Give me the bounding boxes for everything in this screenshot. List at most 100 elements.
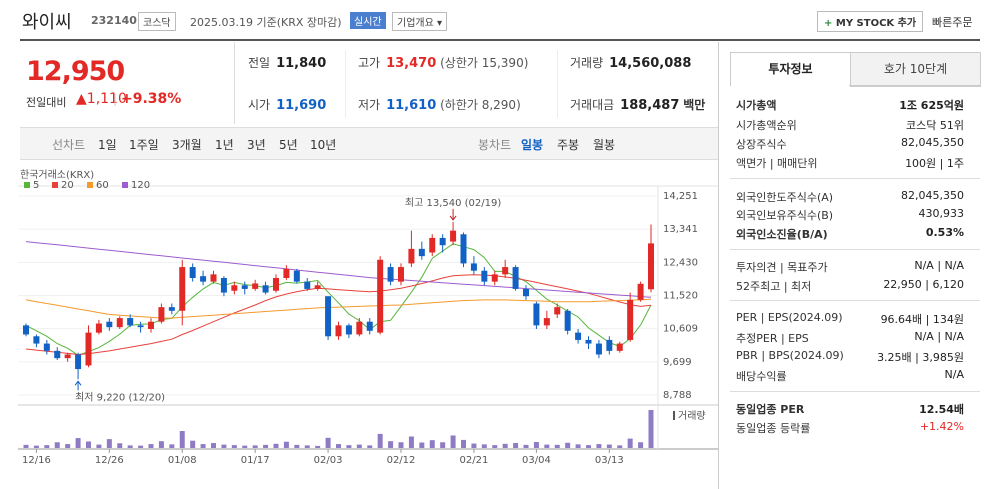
ma-line [25,274,652,356]
info-value: 1조 625억원 [899,99,964,112]
period-tab[interactable]: 3개월 [172,138,202,152]
legend-label: 120 [131,180,150,191]
volume-bar [283,441,289,448]
period-tab[interactable]: 1년 [215,138,234,152]
info-row: 상장주식수 82,045,350 [736,136,964,152]
volume-bar [492,445,498,448]
candle-body [398,267,404,282]
candle-tab[interactable]: 일봉 [521,138,544,152]
candle-body [54,350,61,359]
period-tab[interactable]: 1주일 [129,138,159,152]
info-value: 82,045,350 [901,136,964,149]
volume-bar [356,444,362,448]
orderbook-tab[interactable]: 호가 10단계 [850,52,981,87]
stock-code: 232140 [91,14,137,27]
info-value: N/A | N/A [914,259,964,272]
info-label[interactable]: 동일업종 PER [736,403,805,416]
period-tab[interactable]: 10년 [310,138,337,152]
candle-body [43,343,50,351]
volume-bar [190,440,196,448]
candle-tab[interactable]: 월봉 [593,138,616,152]
candle-body [575,332,582,340]
info-row: 추정PER | EPS N/A | N/A [736,330,964,346]
period-tab[interactable]: 5년 [279,138,298,152]
volume-bar [377,433,383,448]
info-separator [730,391,980,392]
candle-body [637,283,644,300]
high-arrowhead [449,215,457,221]
y-tick-label: 9,699 [663,357,692,368]
quick-order[interactable]: 빠른주문 [932,16,973,29]
period-tab[interactable]: 3년 [247,138,266,152]
volume-legend-mark [673,411,675,420]
candle-body [95,323,102,333]
volume-bar [471,443,477,448]
candle-body [533,303,540,326]
info-separator [730,249,980,250]
info-label[interactable]: 동일업종 등락률 [736,422,811,435]
period-tab[interactable]: 1일 [98,138,117,152]
volume-bar [419,442,425,448]
volume-bar [502,443,508,448]
mystock-button[interactable]: + MY STOCK 추가 [817,11,924,32]
candle-body [648,243,654,290]
volume-bar [273,443,279,448]
info-label: PER | EPS(2024.09) [736,311,843,324]
candle-body [491,274,498,282]
candle-body [554,307,561,315]
candle-body [606,339,613,351]
volume-bar [627,438,633,448]
divider: | [113,92,118,106]
quote-cell: 전일 11,840 [248,54,326,71]
info-separator [730,178,980,179]
volume-bar [336,444,341,448]
volume-bar [544,444,550,448]
info-tab[interactable]: 투자정보 [730,52,851,86]
volume-bar [158,441,164,448]
candle-body [210,274,217,282]
info-row: 외국인소진율(B/A) 0.53% [736,226,964,242]
info-label: 배당수익률 [736,370,787,383]
volume-bar [304,445,310,448]
candle-tab[interactable]: 주봉 [557,138,580,152]
info-label[interactable]: 시가총액순위 [736,119,797,132]
candle-body [158,307,165,322]
info-row: 투자의견 | 목표주가 N/A | N/A [736,259,964,275]
info-row: 배당수익률 N/A [736,368,964,384]
y-tick-label: 10,609 [663,324,698,335]
y-tick-label: 14,251 [663,191,698,202]
divider [345,50,346,118]
info-label: PBR | BPS(2024.09) [736,349,844,362]
candle-body [262,285,269,293]
volume-bar [148,444,154,448]
candle-body [429,237,436,253]
candle-body [293,270,300,282]
volume-bar [263,444,269,448]
overview-button[interactable]: 기업개요 ▾ [392,12,448,31]
x-tick-label: 01/17 [241,455,270,466]
candle-body [450,230,457,242]
info-value: 430,933 [918,207,965,220]
realtime-badge[interactable]: 실시간 [350,12,386,29]
change-value: ▲1,110 [76,91,127,107]
quote-value: 13,470 [386,56,437,71]
volume-bar [106,439,112,448]
info-label: 52주최고 | 최저 [736,280,812,293]
info-label: 외국인한도주식수(A) [736,191,834,204]
candle-body [439,237,446,246]
candle-body [304,281,311,289]
volume-bar [346,445,352,448]
volume-bar [648,410,654,448]
info-value: 100원 | 1주 [905,157,964,170]
volume-bar [565,442,571,448]
quote-value: 11,690 [276,98,327,113]
volume-bar [481,444,487,448]
volume-label: 거래량 [678,410,706,422]
quote-value: 11,840 [276,56,327,71]
legend-swatch [122,182,128,188]
info-row: PBR | BPS(2024.09) 3.25배 | 3,985원 [736,349,964,365]
change-label: 전일대비 [26,96,67,109]
mystock-text: MY STOCK 추가 [835,18,917,29]
y-tick-label: 12,430 [663,257,698,268]
